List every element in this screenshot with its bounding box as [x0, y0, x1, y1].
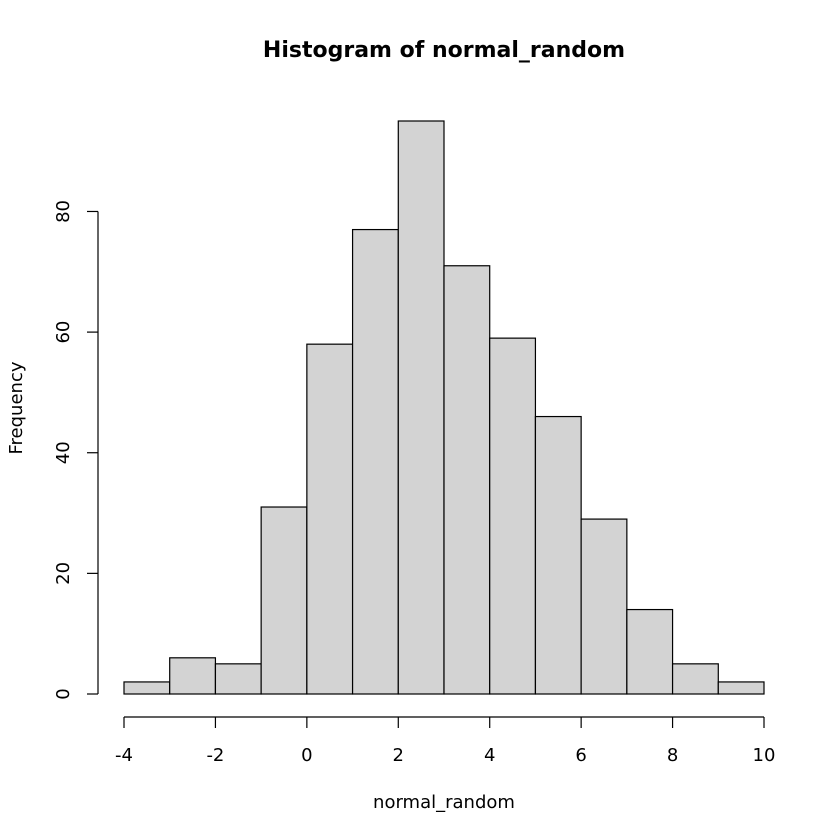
x-tick-label: -4 [115, 745, 133, 766]
x-tick-label: 0 [301, 745, 312, 766]
x-tick-label: 6 [575, 745, 586, 766]
histogram-bar-11 [626, 608, 674, 695]
histogram-bar-4 [306, 343, 354, 695]
histogram-bar-12 [671, 663, 719, 695]
y-tick-label: 20 [53, 562, 74, 585]
x-tick-label: 10 [753, 745, 776, 766]
histogram-bar-10 [580, 518, 628, 695]
histogram-bar-13 [717, 681, 765, 695]
x-tick-label: 2 [393, 745, 404, 766]
x-tick-label: 8 [667, 745, 678, 766]
bars-group [123, 120, 765, 695]
histogram-bar-9 [534, 415, 582, 695]
histogram-bar-1 [169, 657, 217, 695]
histogram-bar-5 [351, 228, 399, 695]
y-tick-label: 40 [53, 441, 74, 464]
y-tick-label: 80 [53, 200, 74, 223]
x-axis: -4 -2 0 2 4 6 8 10 [115, 716, 776, 766]
histogram-bar-3 [260, 506, 308, 695]
histogram-bar-6 [397, 120, 445, 695]
histogram-bar-7 [443, 265, 491, 695]
y-tick-label: 0 [53, 688, 74, 699]
x-axis-label: normal_random [373, 792, 515, 813]
y-axis-label: Frequency [6, 361, 27, 454]
x-tick-label: -2 [206, 745, 224, 766]
histogram-bar-2 [214, 663, 262, 695]
y-axis: 0 20 40 60 80 [53, 200, 99, 700]
chart-title: Histogram of normal_random [263, 38, 625, 63]
y-tick-label: 60 [53, 321, 74, 344]
histogram-bar-8 [489, 337, 537, 695]
x-tick-label: 4 [484, 745, 495, 766]
histogram-bar-0 [123, 681, 171, 695]
